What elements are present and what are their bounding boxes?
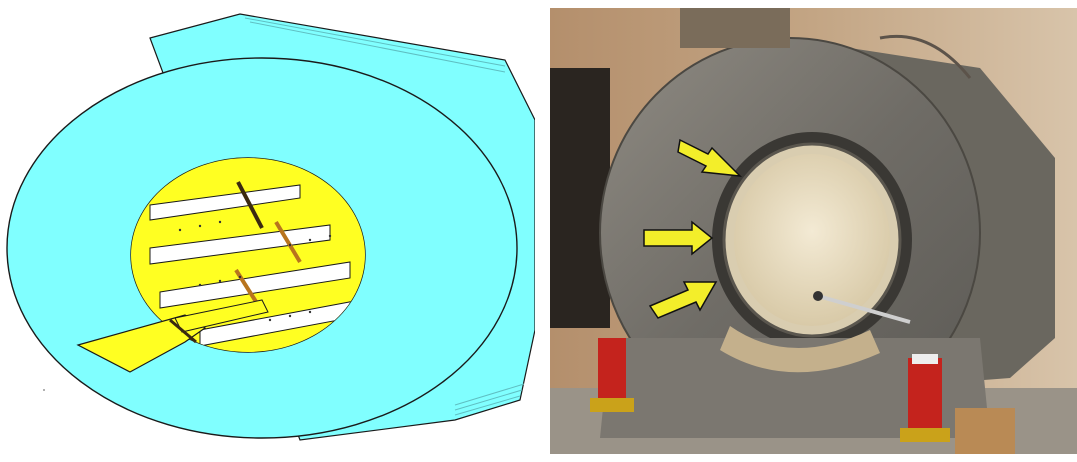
yellow-arrow-icon: [643, 220, 714, 256]
magnet-housing-drawing: [6, 13, 535, 441]
jack-left: [598, 338, 626, 398]
doorway: [550, 68, 610, 328]
magnet-base: [600, 338, 990, 438]
ceiling-box: [680, 8, 790, 48]
yellow-arrow-icon: [677, 138, 743, 177]
bore-rod: [817, 294, 911, 324]
extended-shim-tray: [76, 314, 207, 373]
rod-end: [813, 291, 823, 301]
cardboard-box: [955, 408, 1015, 454]
cable: [879, 34, 972, 79]
housing-rim-lines: [244, 17, 525, 416]
mri-photo: [550, 8, 1077, 454]
speck: [43, 389, 45, 391]
jack-right-label: [912, 354, 938, 364]
mri-photo-drawing: [550, 8, 1077, 454]
cad-illustration: [0, 0, 535, 462]
jack-right-base: [900, 428, 950, 442]
tray-groove: [169, 318, 197, 344]
yellow-arrow-icon: [648, 281, 718, 319]
bore-interior: [734, 154, 890, 326]
jack-right: [908, 358, 942, 428]
lower-cradle: [720, 326, 880, 373]
jack-left-base: [590, 398, 634, 412]
